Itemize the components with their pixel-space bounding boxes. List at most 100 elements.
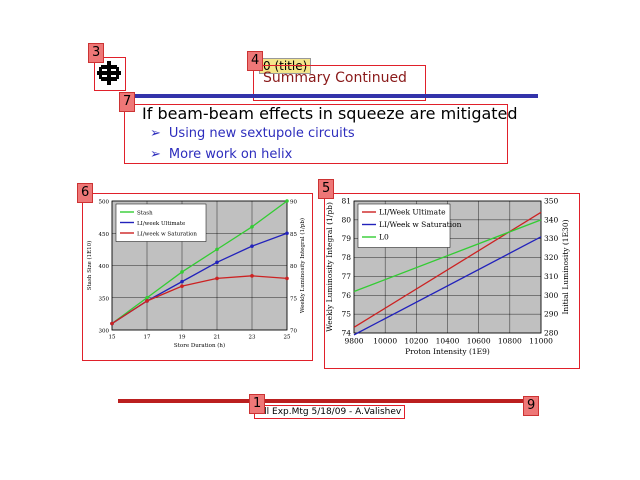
x-tick-label: 10200 <box>404 337 428 346</box>
series-line <box>111 275 288 325</box>
y-tick-label: 450 <box>99 232 110 238</box>
y2-axis-label: Initial Luminosity (1E30) <box>561 219 570 314</box>
data-point <box>145 295 149 300</box>
legend-entry: Stash <box>137 211 153 217</box>
sub-bullet: ➢ More work on helix <box>150 147 292 162</box>
y-tick-label: 75 <box>341 310 351 319</box>
lab-logo <box>96 60 122 86</box>
y-axis-label: Stash Size (1E10) <box>86 241 93 291</box>
y2-tick-label: 310 <box>544 272 559 281</box>
page-number: 9 <box>523 396 540 416</box>
y2-tick-label: 300 <box>544 291 559 300</box>
x-tick-label: 17 <box>144 335 151 341</box>
footer-text: All Exp.Mtg 5/18/09 - A.Valishev <box>258 407 402 417</box>
data-point <box>110 321 114 326</box>
y-tick-label: 77 <box>341 272 351 281</box>
sub-bullet-text: More work on helix <box>168 147 293 162</box>
legend <box>357 203 451 248</box>
x-axis-label: Proton Intensity (1E9) <box>405 347 490 356</box>
y-tick-label: 80 <box>341 215 351 224</box>
legend-entry: L0 <box>379 233 389 242</box>
y2-axis-label: Weekly Luminosity Integral (1/pb) <box>299 218 306 313</box>
sub-bullet-text: Using new sextupole circuits <box>168 126 355 141</box>
label-1: 1 <box>249 394 266 414</box>
main-bullet: If beam-beam effects in squeeze are miti… <box>142 104 518 123</box>
y2-tick-label: 90 <box>290 200 297 206</box>
data-point <box>285 231 289 236</box>
logo-icon <box>97 61 121 85</box>
label-5: 5 <box>318 179 335 199</box>
y2-tick-label: 320 <box>544 253 559 262</box>
label-7: 7 <box>119 92 136 112</box>
data-point <box>285 276 289 281</box>
y-tick-label: 74 <box>341 329 351 338</box>
page-title: Summary Continued <box>263 70 407 86</box>
title-tag: 0 (title) <box>259 58 312 74</box>
header-rule <box>130 94 538 98</box>
y2-tick-label: 290 <box>544 310 559 319</box>
y-tick-label: 400 <box>99 264 110 270</box>
x-tick-label: 10400 <box>436 337 460 346</box>
data-point <box>145 299 149 303</box>
data-point <box>250 244 254 248</box>
x-tick-label: 25 <box>284 335 291 341</box>
series-line <box>111 200 288 325</box>
data-point <box>250 274 254 278</box>
y2-tick-label: 330 <box>544 234 559 243</box>
x-tick-label: 11000 <box>529 337 553 346</box>
y2-tick-label: 70 <box>290 329 297 335</box>
y2-tick-label: 280 <box>544 329 559 338</box>
data-point <box>250 225 254 229</box>
label-6: 6 <box>77 183 94 203</box>
y-axis-label: Weekly Luminosity Integral (1/pb) <box>325 202 334 332</box>
x-axis-label: Store Duration (h) <box>174 342 225 349</box>
x-tick-label: 21 <box>214 335 221 341</box>
y-tick-label: 78 <box>341 253 351 262</box>
chart-proton-intensity: 74 75 76 77 78 79 80 81 9800 10000 10200 10400 10600… <box>325 197 570 357</box>
data-point <box>215 276 219 281</box>
x-tick-label: 19 <box>179 335 186 341</box>
legend-entry: LI/week Ultimate <box>137 221 185 227</box>
x-tick-label: 15 <box>109 335 116 341</box>
y-tick-label: 350 <box>99 296 110 302</box>
y2-tick-label: 75 <box>290 296 297 302</box>
data-point <box>285 199 289 203</box>
y-tick-label: 79 <box>341 234 351 243</box>
y2-tick-label: 80 <box>290 264 297 270</box>
y2-tick-label: 340 <box>544 215 559 224</box>
x-tick-label: 10800 <box>498 337 522 346</box>
sub-bullet: ➢ Using new sextupole circuits <box>150 126 355 141</box>
legend-entry: LI/Week Ultimate <box>379 208 446 217</box>
footer-box <box>254 405 405 419</box>
y-tick-label: 300 <box>99 329 110 335</box>
title-box <box>253 65 426 101</box>
label-3: 3 <box>88 43 105 63</box>
x-tick-label: 10600 <box>467 337 491 346</box>
y2-tick-label: 85 <box>290 232 297 238</box>
arrow-icon: ➢ <box>150 126 161 141</box>
legend-entry: LI/week w Saturation <box>137 232 197 238</box>
legend-entry: LI/Week w Saturation <box>379 220 462 229</box>
data-point <box>180 279 184 284</box>
series-line <box>353 219 542 293</box>
y-tick-label: 500 <box>99 200 110 206</box>
data-point <box>180 270 184 274</box>
x-tick-label: 23 <box>249 335 256 341</box>
data-point <box>215 260 219 265</box>
data-point <box>180 284 184 288</box>
data-point <box>215 247 219 252</box>
arrow-icon: ➢ <box>150 147 161 162</box>
x-tick-label: 10000 <box>373 337 397 346</box>
label-4: 4 <box>247 51 264 71</box>
y-tick-label: 76 <box>341 291 351 300</box>
chart-left-box <box>82 193 313 361</box>
chart-right-box <box>324 193 580 369</box>
x-tick-label: 9800 <box>344 337 363 346</box>
logo-box <box>94 57 126 91</box>
footer-rule <box>118 399 538 403</box>
y-tick-label: 81 <box>341 197 351 206</box>
bullets-box <box>124 104 508 164</box>
y2-tick-label: 350 <box>544 197 559 206</box>
series-line <box>353 236 542 336</box>
